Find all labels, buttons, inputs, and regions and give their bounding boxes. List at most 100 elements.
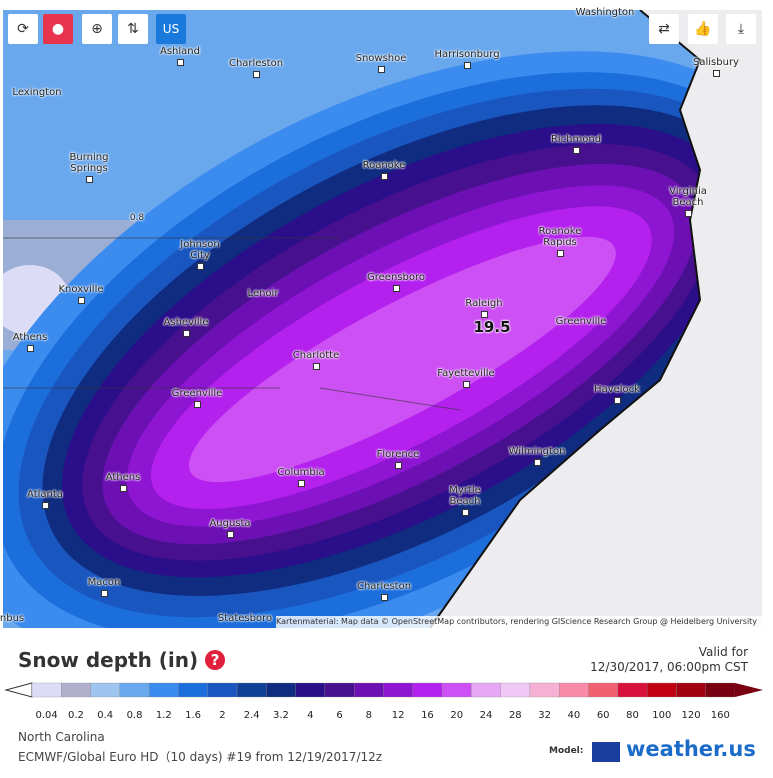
- city-label: Washington: [575, 7, 635, 18]
- city-label: Roanoke Rapids: [538, 226, 582, 248]
- city-marker: [27, 345, 34, 352]
- city-label: Atlanta: [27, 489, 63, 500]
- eu-flag: [592, 742, 620, 762]
- valid-time: Valid for 12/30/2017, 06:00pm CST: [590, 645, 748, 675]
- scale-label: 2: [219, 710, 225, 720]
- city-marker: [381, 173, 388, 180]
- city-marker: [78, 297, 85, 304]
- download-button[interactable]: ⤓: [726, 14, 756, 44]
- scale-label: 80: [626, 710, 639, 720]
- map: [3, 10, 762, 628]
- scale-swatch: [383, 682, 413, 698]
- scale-label: 28: [509, 710, 522, 720]
- city-marker: [183, 330, 190, 337]
- city-marker: [197, 263, 204, 270]
- city-label: Johnson City: [180, 239, 220, 261]
- city-label: Virginia Beach: [669, 186, 707, 208]
- city-marker: [464, 62, 471, 69]
- city-label: Raleigh: [465, 298, 503, 309]
- scale-swatch: [412, 682, 443, 698]
- scale-swatch: [646, 682, 677, 698]
- scale-label: 100: [652, 710, 671, 720]
- scale-swatch: [705, 682, 736, 698]
- attribution: Kartenmaterial: Map data © OpenStreetMap…: [276, 616, 762, 628]
- scale-swatch: [441, 682, 472, 698]
- max-value-label: 19.5: [473, 318, 511, 336]
- model-label: Model:: [549, 746, 584, 756]
- city-marker: [313, 363, 320, 370]
- city-marker: [534, 459, 541, 466]
- city-marker: [685, 210, 692, 217]
- city-label: Statesboro: [217, 613, 273, 624]
- city-label: nbus: [0, 613, 25, 624]
- city-label: Ashland: [160, 46, 200, 57]
- city-label: Macon: [87, 577, 121, 588]
- scale-arrow-right: [735, 683, 763, 697]
- scale-label: 16: [421, 710, 434, 720]
- city-label: Greensboro: [367, 272, 425, 283]
- scale-swatch: [500, 682, 531, 698]
- scale-label: 32: [538, 710, 551, 720]
- city-label: Salisbury: [693, 57, 739, 68]
- scale-label: 4: [307, 710, 313, 720]
- scale-label: 60: [597, 710, 610, 720]
- city-label: Havelock: [594, 384, 640, 395]
- scale-swatch: [617, 682, 648, 698]
- scale-swatch: [266, 682, 296, 698]
- scale-label: 12: [392, 710, 405, 720]
- scale-swatch: [207, 682, 238, 698]
- city-marker: [481, 311, 488, 318]
- city-marker: [573, 147, 580, 154]
- scale-swatch: [676, 682, 706, 698]
- sort-button[interactable]: ⇅: [118, 14, 148, 44]
- city-marker: [395, 462, 402, 469]
- city-marker: [381, 594, 388, 601]
- scale-label: 6: [336, 710, 342, 720]
- city-label: Charleston: [356, 581, 412, 592]
- scale-label: 1.6: [185, 710, 201, 720]
- scale-arrow-left: [4, 682, 33, 698]
- city-marker: [298, 480, 305, 487]
- city-marker: [42, 502, 49, 509]
- share-button[interactable]: ⇄: [649, 14, 679, 44]
- scale-swatch: [529, 682, 560, 698]
- zoom-button[interactable]: ⊕: [82, 14, 112, 44]
- city-label: Athens: [12, 332, 48, 343]
- help-icon[interactable]: ?: [205, 650, 226, 670]
- city-label: Myrtle Beach: [449, 485, 481, 507]
- refresh-button[interactable]: ⟳: [8, 14, 38, 44]
- city-label: Columbia: [277, 467, 325, 478]
- scale-label: 0.4: [97, 710, 113, 720]
- scale-label: 3.2: [273, 710, 289, 720]
- city-label: Greenville: [171, 388, 223, 399]
- color-scale: 0.04 0.2 0.4 0.8 1.2 1.6 2 2.4 3.2 4 6 8 12 16 20 24 28 3…: [4, 682, 763, 720]
- city-label: Charlotte: [292, 350, 340, 361]
- scale-swatch: [119, 682, 150, 698]
- valid-label: Valid for: [698, 645, 748, 659]
- location-button[interactable]: ●: [43, 14, 73, 44]
- city-label: Snowshoe: [355, 53, 407, 64]
- scale-swatch: [559, 682, 589, 698]
- city-marker: [462, 509, 469, 516]
- contour-label: 0.8: [129, 213, 145, 223]
- scale-swatch: [149, 682, 179, 698]
- city-label: Charleston: [228, 58, 284, 69]
- city-marker: [227, 531, 234, 538]
- scale-swatch: [471, 682, 501, 698]
- scale-label: 8: [366, 710, 372, 720]
- scale-swatch: [236, 682, 267, 698]
- scale-swatch: [588, 682, 618, 698]
- scale-label: 1.2: [156, 710, 172, 720]
- valid-value: 12/30/2017, 06:00pm CST: [590, 660, 748, 674]
- city-marker: [177, 59, 184, 66]
- region-button[interactable]: US: [156, 14, 186, 44]
- city-marker: [557, 250, 564, 257]
- city-label: Wilmington: [508, 446, 566, 457]
- city-label: Fayetteville: [437, 368, 495, 379]
- scale-swatch: [31, 682, 62, 698]
- city-marker: [713, 70, 720, 77]
- scale-swatch: [324, 682, 355, 698]
- title-text: Snow depth (in): [18, 648, 199, 672]
- like-button[interactable]: 👍: [688, 14, 718, 44]
